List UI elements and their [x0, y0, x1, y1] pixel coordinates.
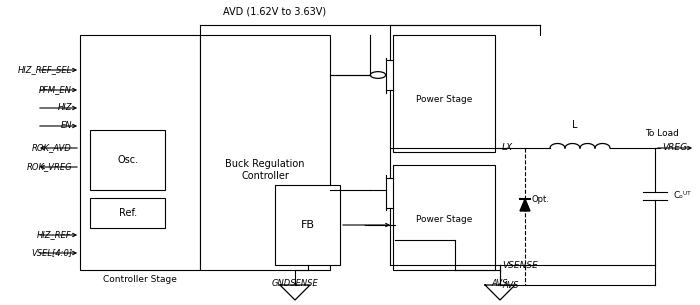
Text: VSEL[4:0]: VSEL[4:0]	[31, 249, 72, 257]
Polygon shape	[520, 199, 530, 211]
Text: Controller Stage: Controller Stage	[103, 275, 177, 285]
Bar	[393, 165, 495, 270]
Text: GNDSENSE: GNDSENSE	[272, 278, 318, 288]
Text: Ref.: Ref.	[119, 208, 137, 218]
Text: ROK_VREG: ROK_VREG	[27, 163, 72, 171]
Text: Opt.: Opt.	[532, 196, 550, 204]
Bar	[90, 198, 165, 228]
Text: HIZ_REF_SEL: HIZ_REF_SEL	[18, 66, 72, 74]
Text: L: L	[573, 120, 577, 130]
Text: HIZ: HIZ	[57, 103, 72, 113]
Text: AVD (1.62V to 3.63V): AVD (1.62V to 3.63V)	[223, 7, 327, 17]
Bar	[393, 35, 495, 152]
Text: AVS: AVS	[491, 278, 508, 288]
Text: Power Stage: Power Stage	[416, 216, 472, 224]
Bar	[90, 130, 165, 190]
Text: VSENSE: VSENSE	[502, 260, 538, 270]
Text: ROK_AVD: ROK_AVD	[32, 143, 72, 152]
Text: FB: FB	[301, 220, 315, 230]
Text: HIZ_REF: HIZ_REF	[37, 231, 72, 239]
Text: EN: EN	[60, 121, 72, 131]
Text: Cₒᵁᵀ: Cₒᵁᵀ	[673, 192, 691, 200]
Text: AVS: AVS	[502, 281, 519, 289]
Text: Buck Regulation
Controller: Buck Regulation Controller	[225, 159, 304, 181]
Text: Power Stage: Power Stage	[416, 95, 472, 105]
Text: To Load: To Load	[645, 128, 679, 138]
Text: Osc.: Osc.	[118, 155, 139, 165]
Bar	[200, 35, 330, 270]
Text: PFM_EN: PFM_EN	[39, 85, 72, 95]
Bar	[275, 185, 340, 265]
Text: VREG: VREG	[662, 143, 687, 152]
Text: LX: LX	[502, 143, 513, 152]
Bar	[80, 35, 200, 270]
